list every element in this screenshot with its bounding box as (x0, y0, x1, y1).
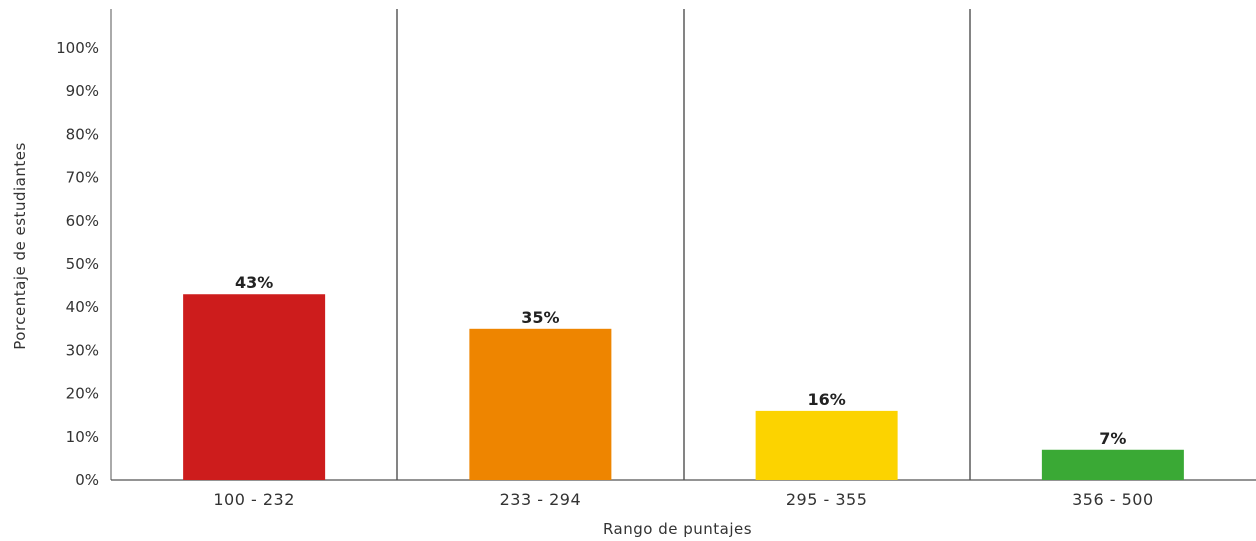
x-tick-label: 356 - 500 (1072, 490, 1154, 509)
x-tick-label: 100 - 232 (213, 490, 295, 509)
data-label: 43% (235, 273, 273, 292)
y-tick-label: 100% (56, 39, 99, 57)
x-axis: 100 - 232 233 - 294 295 - 355 356 - 500 (111, 479, 1256, 509)
y-tick-label: 40% (66, 298, 99, 316)
y-tick-label: 60% (66, 212, 99, 230)
y-axis: 0% 10% 20% 30% 40% 50% 60% 70% 80% 90% 100% (56, 9, 112, 489)
y-tick-labels: 0% 10% 20% 30% 40% 50% 60% 70% 80% 90% 100% (56, 39, 99, 489)
y-axis-title: Porcentaje de estudiantes (11, 142, 29, 350)
bar (469, 328, 612, 480)
y-tick-label: 50% (66, 255, 99, 273)
data-label: 7% (1099, 429, 1126, 448)
y-tick-label: 70% (66, 169, 99, 187)
y-tick-label: 80% (66, 125, 99, 143)
x-axis-title: Rango de puntajes (603, 520, 752, 538)
bar (183, 294, 326, 480)
y-tick-label: 0% (75, 471, 99, 489)
y-tick-label: 20% (66, 385, 99, 403)
x-tick-label: 233 - 294 (500, 490, 582, 509)
data-labels: 43% 35% 16% 7% (235, 273, 1126, 448)
y-tick-label: 90% (66, 82, 99, 100)
category-separators (396, 9, 971, 480)
y-tick-label: 10% (66, 428, 99, 446)
y-tick-label: 30% (66, 341, 99, 359)
bar (755, 410, 898, 480)
x-tick-label: 295 - 355 (786, 490, 868, 509)
bar (1041, 449, 1184, 480)
x-tick-labels: 100 - 232 233 - 294 295 - 355 356 - 500 (213, 490, 1153, 509)
data-label: 16% (807, 390, 845, 409)
data-label: 35% (521, 308, 559, 327)
bars (183, 294, 1184, 480)
